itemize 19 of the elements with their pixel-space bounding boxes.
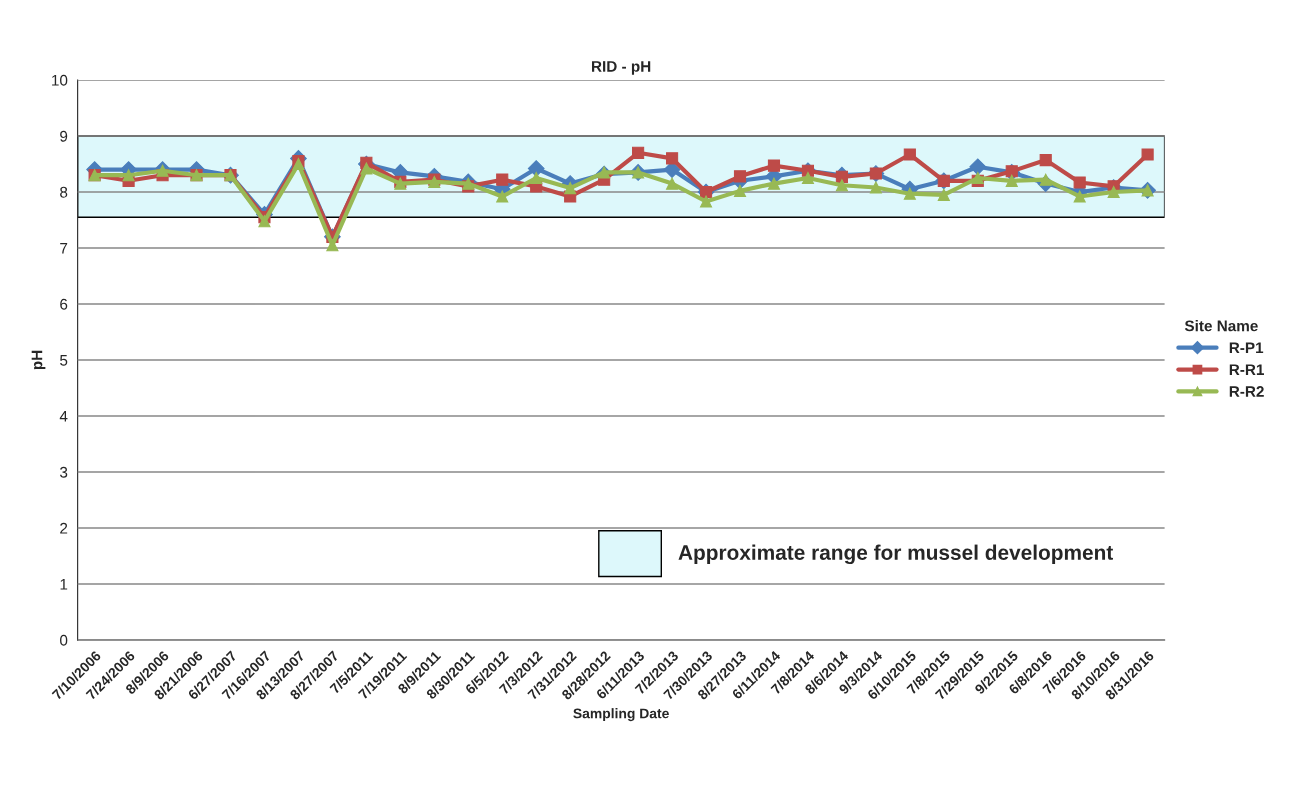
legend-label: Approximate range for mussel development: [678, 544, 1114, 565]
legend-label: R-R2: [1229, 386, 1264, 397]
y-tick-label: 8: [60, 186, 68, 198]
chart-title: RID - pH: [592, 61, 651, 75]
y-tick-label: 6: [60, 298, 68, 310]
x-axis-title: Sampling Date: [573, 708, 669, 722]
y-tick-label: 4: [59, 411, 68, 422]
y-tick-label: 7: [60, 243, 68, 254]
y-tick-label: 0: [60, 634, 68, 646]
y-tick-label: 2: [60, 522, 68, 534]
y-tick-label: 1: [60, 579, 68, 590]
y-tick-label: 5: [60, 355, 68, 366]
y-tick-label: 3: [60, 466, 68, 478]
legend-label: R-P1: [1229, 342, 1264, 354]
legend-title: Site Name: [1184, 320, 1258, 332]
legend-label: R-R1: [1229, 364, 1264, 375]
y-tick-label: 10: [52, 74, 68, 86]
y-tick-label: 9: [60, 130, 68, 142]
y-axis-title: pH: [31, 350, 46, 370]
